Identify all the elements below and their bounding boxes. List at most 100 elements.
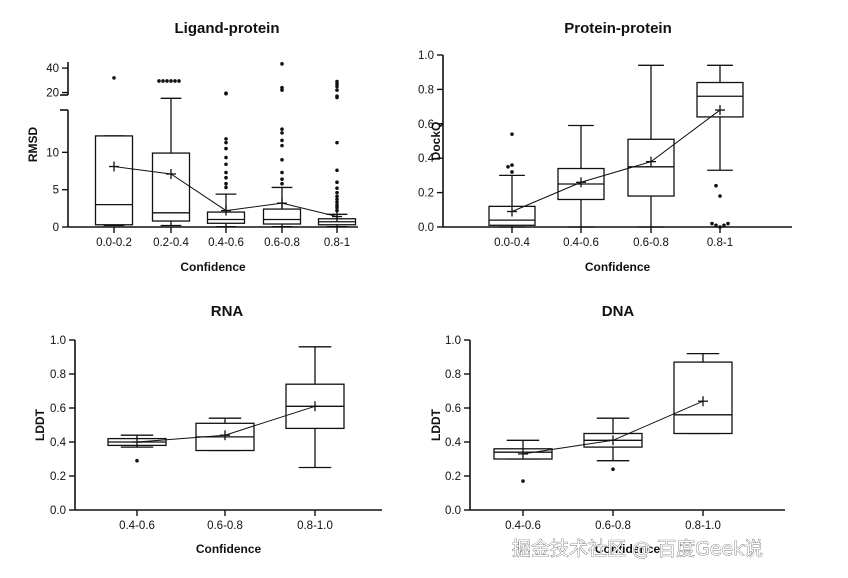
outlier-point <box>224 137 228 141</box>
box-iqr <box>262 208 302 225</box>
outlier-point <box>510 163 514 167</box>
x-axis-label: Confidence <box>595 542 661 556</box>
x-axis-label: Confidence <box>196 542 262 556</box>
x-tick-label: 0.0-0.2 <box>96 237 132 249</box>
x-tick-label: 0.8-1 <box>324 237 350 249</box>
outlier-point <box>335 180 339 184</box>
box-iqr <box>151 152 191 222</box>
outlier-point <box>224 175 228 180</box>
x-tick-label: 0.8-1.0 <box>685 520 721 532</box>
outlier-point <box>335 208 339 213</box>
y-tick-label: 0.4 <box>418 153 435 165</box>
y-tick-label: 0.4 <box>50 437 67 449</box>
outlier-point <box>165 79 169 83</box>
outlier-point <box>714 183 718 188</box>
x-tick-label: 0.8-1.0 <box>297 520 333 532</box>
y-tick-label: 0.4 <box>445 437 462 449</box>
outlier-point <box>611 467 615 472</box>
outlier-point <box>722 223 726 228</box>
outlier-point <box>161 79 165 83</box>
x-tick-label: 0.6-0.8 <box>633 237 669 249</box>
outlier-point <box>335 140 339 145</box>
outlier-point <box>280 181 284 186</box>
outlier-point <box>224 155 228 160</box>
y-tick-label: 0.2 <box>445 471 461 483</box>
outlier-point <box>280 158 284 162</box>
x-axis-label: Confidence <box>585 260 651 274</box>
x-tick-label: 0.4-0.6 <box>208 237 244 249</box>
outlier-point <box>726 221 730 226</box>
outlier-point <box>280 143 284 148</box>
outlier-point <box>510 170 514 174</box>
y-tick-label: 0.8 <box>445 369 461 381</box>
outlier-point <box>335 203 339 208</box>
y-tick-label: 0.2 <box>50 471 66 483</box>
y-axis-label: DockQ <box>429 122 443 161</box>
y-tick-label: 1.0 <box>50 335 66 347</box>
x-tick-label: 0.2-0.4 <box>153 237 189 249</box>
outlier-point <box>224 181 228 186</box>
y-tick-label: 0.8 <box>418 84 434 96</box>
x-tick-label: 0.6-0.8 <box>207 520 243 532</box>
outlier-point <box>335 94 339 99</box>
y-tick-label: 20 <box>46 88 59 100</box>
outlier-point <box>335 197 339 202</box>
x-tick-label: 0.6-0.8 <box>264 237 300 249</box>
x-tick-label: 0.6-0.8 <box>595 520 631 532</box>
ligand-protein-panel: Ligand-protein Confidence RMSD 0 5 10 20 40 0.0-… <box>26 20 358 274</box>
y-tick-label: 1.0 <box>445 335 461 347</box>
outlier-point <box>177 79 181 83</box>
outlier-point <box>335 190 339 195</box>
x-tick-label: 0.0-0.4 <box>494 237 530 249</box>
y-tick-label: 0.6 <box>50 403 66 415</box>
outlier-point <box>157 79 161 83</box>
x-tick-label: 0.4-0.6 <box>119 520 155 532</box>
protein-protein-panel: Protein-protein Confidence DockQ 0.0 0.2 0.4 0… <box>418 20 792 274</box>
chart-title: Protein-protein <box>564 20 672 37</box>
outlier-point <box>710 221 714 226</box>
outlier-point <box>510 132 514 136</box>
y-tick-label: 0.6 <box>418 119 434 131</box>
outlier-point <box>224 162 228 167</box>
outlier-point <box>224 185 228 190</box>
outlier-point <box>335 200 339 205</box>
chart-title: Ligand-protein <box>175 20 280 37</box>
rna-panel: RNA Confidence LDDT 0.0 0.2 0.4 0.6 0.8 1.0 0.4-0… <box>33 303 382 556</box>
y-tick-label: 0.6 <box>445 403 461 415</box>
y-tick-label: 0 <box>53 222 59 234</box>
x-tick-label: 0.8-1 <box>707 237 733 249</box>
outlier-point <box>280 170 284 175</box>
y-tick-label: 0.0 <box>445 505 461 517</box>
x-tick-label: 0.4-0.6 <box>563 237 599 249</box>
y-tick-label: 10 <box>46 147 59 159</box>
y-axis-label: RMSD <box>26 127 40 163</box>
outlier-point <box>280 177 284 182</box>
y-tick-label: 0.0 <box>50 505 66 517</box>
box-iqr <box>627 138 675 197</box>
outlier-point <box>335 194 339 199</box>
outlier-point <box>506 165 510 169</box>
outlier-point <box>280 62 284 66</box>
y-axis-label: LDDT <box>429 408 443 441</box>
y-tick-label: 0.2 <box>418 188 434 200</box>
outlier-point <box>280 131 284 135</box>
outlier-point <box>280 138 284 143</box>
watermark-text: 掘金技术社区 @ 百度Geek说 <box>512 538 763 560</box>
outlier-point <box>335 168 339 173</box>
outlier-point <box>173 79 177 83</box>
outlier-point <box>135 458 139 463</box>
outlier-point <box>112 76 116 80</box>
y-tick-label: 5 <box>53 185 59 197</box>
outlier-point <box>335 79 339 84</box>
outlier-point <box>224 146 228 151</box>
dna-panel: DNA Confidence LDDT 0.0 0.2 0.4 0.6 0.8 1.0 0.4-0… <box>429 303 785 556</box>
outlier-point <box>335 186 339 190</box>
y-tick-label: 0.8 <box>50 369 66 381</box>
y-tick-label: 40 <box>46 63 59 75</box>
outlier-point <box>718 194 722 198</box>
outlier-point <box>224 170 228 175</box>
outlier-point <box>335 88 339 92</box>
outlier-point <box>718 225 722 229</box>
outlier-point <box>521 479 525 483</box>
